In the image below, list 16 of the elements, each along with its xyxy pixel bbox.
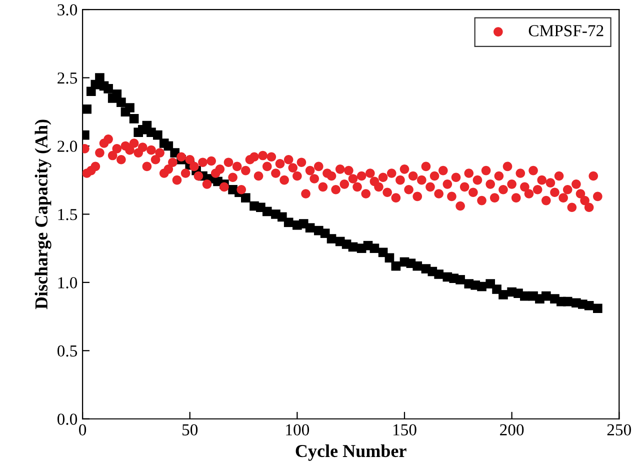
y-tick-label: 2.0 bbox=[58, 140, 78, 152]
y-tick-label: 0.5 bbox=[57, 345, 78, 357]
y-tick-label: 3.0 bbox=[58, 4, 78, 16]
x-tick-label: 100 bbox=[286, 424, 310, 436]
x-tick-label: 250 bbox=[607, 424, 631, 436]
x-tick-label: 50 bbox=[182, 424, 198, 436]
x-tick-label: 200 bbox=[500, 424, 524, 436]
x-tick-label: 0 bbox=[79, 424, 86, 436]
y-tick-label: 1.0 bbox=[58, 277, 78, 288]
x-axis-title: Cycle Number bbox=[296, 444, 406, 461]
y-tick-label: 0.0 bbox=[57, 414, 78, 425]
y-tick-label: 1.5 bbox=[58, 208, 78, 220]
legend-label: CMPSF-72 bbox=[528, 25, 604, 36]
y-tick-label: 2.5 bbox=[58, 72, 78, 84]
x-tick-label: 150 bbox=[393, 424, 416, 436]
y-axis-title: Discharge Capacity (Ah) bbox=[34, 120, 52, 310]
